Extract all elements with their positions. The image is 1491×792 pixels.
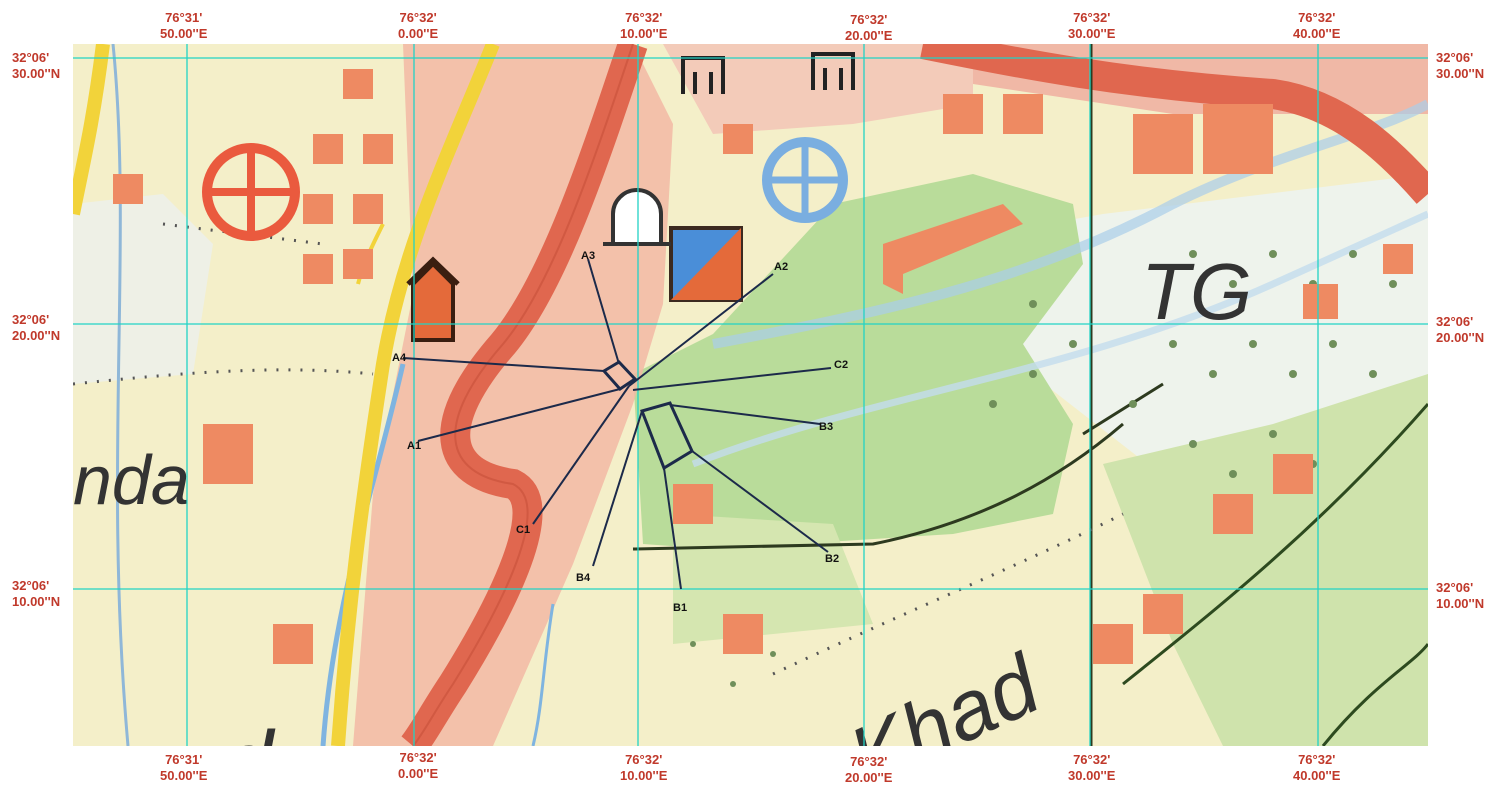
left-lat-label-3: 32°06' 10.00''N — [12, 578, 61, 609]
point-label-b1: B1 — [673, 602, 687, 614]
point-label-a2: A2 — [774, 261, 788, 273]
line-b1 — [663, 467, 682, 590]
line-c1 — [532, 385, 630, 525]
map-text-d: d — [223, 714, 276, 746]
square-building-symbol — [669, 226, 743, 302]
arch-symbol — [603, 188, 671, 246]
forest-area — [1103, 374, 1428, 746]
left-lat-label-1: 32°06' 30.00''N — [12, 50, 61, 81]
point-label-c2: C2 — [834, 359, 848, 371]
point-label-b2: B2 — [825, 553, 839, 565]
point-label-a4: A4 — [392, 352, 407, 364]
stream — [531, 603, 555, 746]
map-text-tg: TG — [1141, 247, 1252, 336]
main-road — [920, 44, 1428, 204]
survey-overlay — [402, 258, 832, 590]
point-label-c1: C1 — [516, 524, 530, 536]
boundary-line — [1122, 403, 1428, 686]
urban-area — [353, 44, 673, 746]
boundary-line — [1082, 382, 1164, 436]
boundary-line — [1321, 643, 1428, 746]
stream — [111, 44, 130, 746]
point-label-a1: A1 — [407, 440, 421, 452]
forest-area — [633, 174, 1083, 549]
red-circle-cross-symbol — [202, 143, 300, 241]
point-label-b4: B4 — [576, 572, 591, 584]
line-a3 — [587, 258, 620, 365]
map-canvas: TG nda Khad d A3 A2 A4 A1 — [73, 44, 1428, 746]
point-label-b3: B3 — [819, 421, 833, 433]
coordinate-grid — [73, 44, 1428, 746]
line-c2 — [632, 367, 832, 391]
right-lat-label-2: 32°06' 20.00''N — [1436, 314, 1485, 345]
top-lon-label-1: 76°31' 50.00''E — [160, 10, 208, 41]
top-lon-label-5: 76°32' 30.00''E — [1068, 10, 1116, 41]
top-lon-label-6: 76°32' 40.00''E — [1293, 10, 1341, 41]
map-text-nda: nda — [73, 441, 190, 519]
blue-circle-cross-symbol — [762, 137, 848, 223]
line-a2 — [628, 273, 774, 387]
yellow-road — [73, 44, 110, 216]
left-lat-label-2: 32°06' 20.00''N — [12, 312, 61, 343]
pale-area — [73, 194, 213, 384]
bottom-lon-label-5: 76°32' 30.00''E — [1068, 752, 1116, 783]
line-b2 — [691, 450, 829, 553]
plot-a-outline — [601, 360, 638, 391]
top-lon-label-3: 76°32' 10.00''E — [620, 10, 668, 41]
main-road-edge — [412, 44, 634, 746]
bottom-lon-label-3: 76°32' 10.00''E — [620, 752, 668, 783]
urban-area — [663, 44, 973, 134]
line-a4 — [402, 357, 605, 372]
right-lat-label-1: 32°06' 30.00''N — [1436, 50, 1485, 81]
bottom-lon-label-4: 76°32' 20.00''E — [845, 754, 893, 785]
bottom-lon-label-2: 76°32' 0.00''E — [398, 750, 439, 781]
line-b4 — [592, 410, 643, 567]
right-lat-label-3: 32°06' 10.00''N — [1436, 580, 1485, 611]
yellow-road — [331, 44, 500, 746]
bottom-lon-label-6: 76°32' 40.00''E — [1293, 752, 1341, 783]
building-blocks — [113, 69, 1413, 664]
topographic-map[interactable]: TG nda Khad d A3 A2 A4 A1 — [73, 44, 1428, 746]
point-label-a3: A3 — [581, 250, 595, 262]
top-lon-label-4: 76°32' 20.00''E — [845, 12, 893, 43]
boundary-line — [632, 422, 1124, 551]
line-a1 — [417, 388, 621, 442]
river — [691, 210, 1428, 468]
line-b3 — [669, 404, 821, 425]
temple-symbol — [406, 256, 460, 342]
building-block-angled — [883, 204, 1023, 294]
top-lon-label-2: 76°32' 0.00''E — [398, 10, 439, 41]
bottom-lon-label-1: 76°31' 50.00''E — [160, 752, 208, 783]
